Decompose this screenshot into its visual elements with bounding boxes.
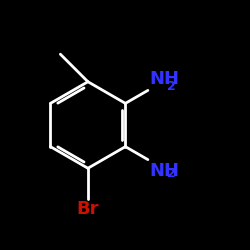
Text: 2: 2 [167, 80, 176, 93]
Text: Br: Br [77, 200, 99, 218]
Text: 2: 2 [167, 167, 176, 180]
Text: NH: NH [149, 70, 179, 88]
Text: NH: NH [149, 162, 179, 180]
